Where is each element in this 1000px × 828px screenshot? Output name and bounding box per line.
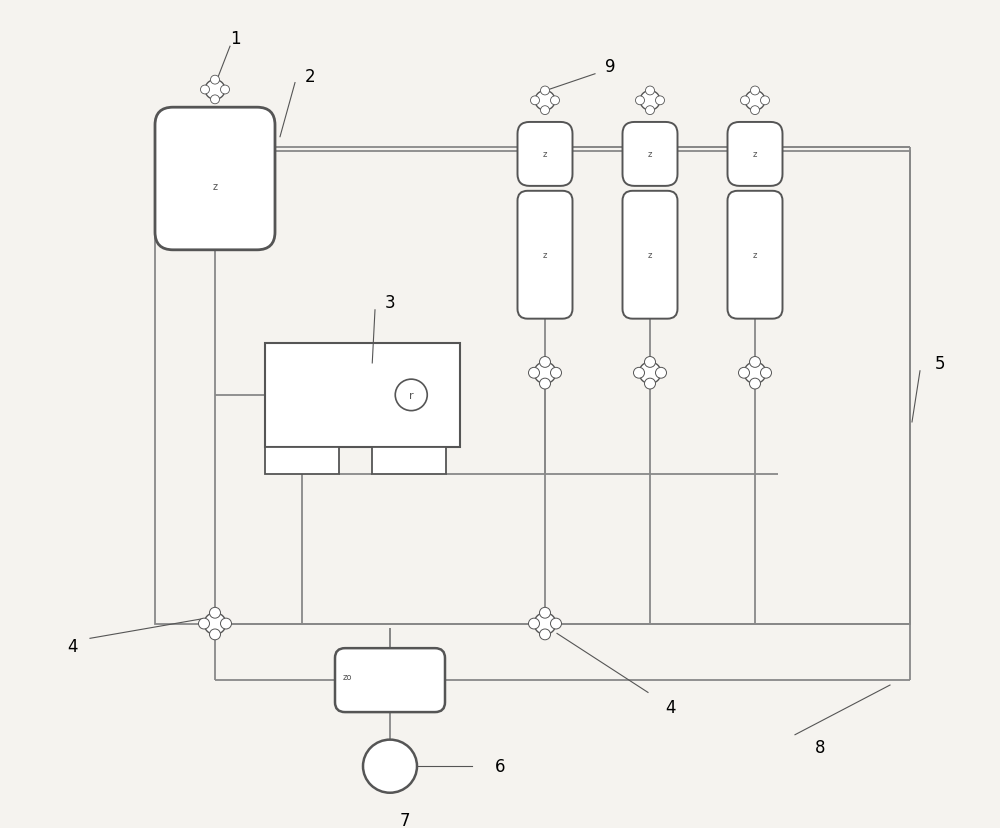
Bar [265, 447, 339, 474]
Text: r: r [409, 391, 414, 401]
Text: 2: 2 [305, 68, 315, 85]
Circle shape [395, 380, 427, 412]
Text: 7: 7 [400, 811, 410, 828]
Circle shape [750, 107, 760, 115]
Circle shape [220, 86, 230, 94]
Circle shape [210, 608, 220, 619]
FancyBboxPatch shape [518, 191, 572, 320]
Text: 4: 4 [665, 698, 675, 716]
Circle shape [540, 378, 550, 389]
Text: z: z [543, 150, 547, 159]
Circle shape [528, 619, 540, 629]
Circle shape [550, 368, 562, 378]
Circle shape [761, 97, 770, 106]
FancyBboxPatch shape [518, 123, 572, 186]
Circle shape [750, 87, 760, 96]
Circle shape [210, 629, 220, 640]
Circle shape [540, 107, 550, 115]
Circle shape [634, 368, 644, 378]
Text: z: z [543, 251, 547, 260]
FancyBboxPatch shape [622, 123, 678, 186]
Circle shape [745, 91, 765, 111]
FancyBboxPatch shape [728, 191, 782, 320]
Circle shape [540, 87, 550, 96]
FancyBboxPatch shape [335, 648, 445, 712]
Circle shape [534, 363, 556, 384]
Text: z: z [753, 251, 757, 260]
Text: 6: 6 [495, 758, 505, 775]
FancyBboxPatch shape [622, 191, 678, 320]
Circle shape [640, 91, 660, 111]
Circle shape [210, 96, 220, 104]
Circle shape [750, 378, 761, 389]
Circle shape [656, 97, 664, 106]
Circle shape [530, 97, 540, 106]
FancyBboxPatch shape [155, 108, 275, 251]
Circle shape [528, 368, 540, 378]
Circle shape [200, 86, 210, 94]
Text: 8: 8 [815, 738, 825, 756]
Text: 1: 1 [230, 31, 240, 48]
Text: 9: 9 [605, 58, 615, 76]
Circle shape [656, 368, 666, 378]
Text: 3: 3 [385, 294, 395, 311]
Circle shape [740, 97, 750, 106]
Circle shape [646, 107, 654, 115]
Circle shape [636, 97, 644, 106]
Text: z: z [648, 251, 652, 260]
Text: z: z [648, 150, 652, 159]
Circle shape [363, 739, 417, 792]
Text: zo: zo [343, 672, 352, 681]
Bar [265, 344, 460, 447]
Circle shape [220, 619, 232, 629]
Circle shape [644, 357, 656, 368]
Bar [155, 152, 910, 623]
Text: z: z [212, 181, 218, 191]
Circle shape [738, 368, 750, 378]
Text: z: z [753, 150, 757, 159]
Bar [372, 447, 446, 474]
Circle shape [535, 91, 555, 111]
Circle shape [550, 97, 560, 106]
Circle shape [744, 363, 766, 384]
FancyBboxPatch shape [728, 123, 782, 186]
Circle shape [210, 76, 220, 85]
Circle shape [761, 368, 772, 378]
Circle shape [646, 87, 654, 96]
Circle shape [198, 619, 210, 629]
Circle shape [550, 619, 562, 629]
Circle shape [644, 378, 656, 389]
Circle shape [540, 357, 550, 368]
Circle shape [639, 363, 661, 384]
Circle shape [750, 357, 761, 368]
Circle shape [540, 608, 550, 619]
Circle shape [540, 629, 550, 640]
Text: 5: 5 [935, 354, 945, 373]
Circle shape [204, 613, 226, 634]
Circle shape [205, 80, 225, 100]
Circle shape [534, 613, 556, 634]
Text: 4: 4 [67, 638, 77, 656]
